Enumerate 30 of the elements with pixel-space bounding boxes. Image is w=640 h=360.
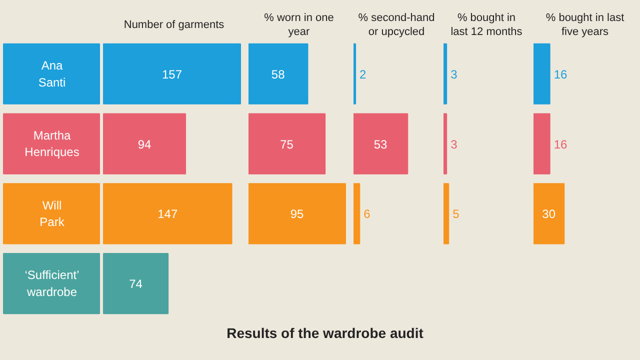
data-label: 94: [138, 137, 152, 152]
data-label: 3: [450, 67, 458, 82]
data-label: 53: [374, 137, 388, 152]
data-label: 16: [554, 137, 568, 152]
bar: [103, 183, 232, 244]
data-label: 16: [554, 67, 568, 82]
data-label: 6: [364, 207, 371, 222]
data-label: 95: [290, 207, 304, 222]
data-label: 75: [280, 137, 294, 152]
text: % bought in last five years: [546, 12, 624, 38]
data-label: 74: [129, 277, 143, 292]
text: % bought in last 12 months: [450, 12, 523, 38]
bar: [103, 43, 241, 104]
data-label: 157: [162, 67, 182, 82]
y-tick-label: ‘Sufficient’ wardrobe: [24, 268, 80, 299]
data-label: 147: [158, 207, 178, 222]
bar: [103, 113, 186, 174]
y-tick-label: Will Park: [40, 198, 66, 230]
text: % worn in one year: [264, 12, 334, 38]
data-label: 58: [271, 67, 286, 82]
data-label: 2: [360, 67, 367, 82]
data-label: 3: [450, 137, 458, 152]
y-tick-label: Ana Santi: [38, 58, 66, 90]
text: Results of the wardrobe audit: [226, 324, 424, 343]
text: % second-hand or upcycled: [358, 12, 435, 38]
data-label: 30: [542, 207, 556, 222]
data-label: 5: [452, 207, 460, 222]
bar: [103, 253, 169, 314]
y-tick-label: Martha Henriques: [24, 128, 80, 160]
chart-title: Number of garments: [124, 18, 225, 31]
